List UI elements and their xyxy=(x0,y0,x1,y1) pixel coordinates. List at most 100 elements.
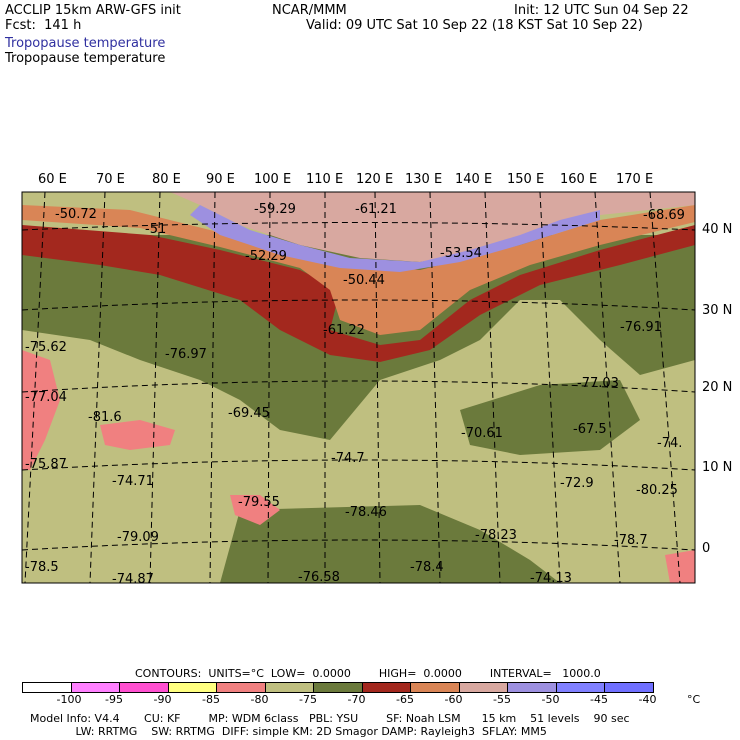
color-swatch xyxy=(70,682,120,693)
lat-label: 20 N xyxy=(702,380,733,395)
value-label: -79.09 xyxy=(117,530,159,545)
scale-tick-label: -50 xyxy=(541,693,560,706)
dark-red-band xyxy=(22,225,695,362)
lavender-band xyxy=(190,205,600,272)
scale-tick-label: -75 xyxy=(299,693,317,706)
scale-tick-label: -90 xyxy=(153,693,172,706)
map-frame xyxy=(21,191,696,584)
value-label: -59.29 xyxy=(254,202,296,217)
value-label: -77.03 xyxy=(577,376,619,391)
scale-tick-label: -55 xyxy=(493,693,511,706)
model-info: Model Info: V4.4 CU: KF MP: WDM 6class P… xyxy=(30,712,630,725)
value-label: -78.5 xyxy=(25,560,59,575)
value-label: -74. xyxy=(657,436,683,451)
color-swatch xyxy=(555,682,605,693)
scale-tick-label: -40 xyxy=(638,693,657,706)
scale-tick-label: -85 xyxy=(202,693,220,706)
value-label: -78.23 xyxy=(475,528,517,543)
pink-brown-band xyxy=(170,192,695,262)
value-label: -50.44 xyxy=(343,273,385,288)
forecast-hour: Fcst: 141 h xyxy=(5,18,82,33)
scale-tick-label: -60 xyxy=(444,693,463,706)
color-swatch xyxy=(507,682,557,693)
salmon-se xyxy=(230,495,280,525)
value-label: -61.22 xyxy=(323,323,365,338)
scale-tick-label: -95 xyxy=(105,693,123,706)
model-title: ACCLIP 15km ARW-GFS init xyxy=(5,3,181,18)
value-label: -68.69 xyxy=(643,208,685,223)
orange-band xyxy=(22,205,695,335)
value-label: -69.45 xyxy=(228,406,270,421)
value-label: -67.5 xyxy=(573,422,607,437)
lat-label: 10 N xyxy=(702,460,733,475)
lon-label: 160 E xyxy=(560,172,598,187)
color-swatch xyxy=(22,682,72,693)
lon-label: 80 E xyxy=(152,172,181,187)
color-swatch xyxy=(216,682,266,693)
lon-label: 140 E xyxy=(455,172,493,187)
lon-label: 90 E xyxy=(206,172,235,187)
olive-south xyxy=(220,505,560,583)
value-label: -76.91 xyxy=(620,320,662,335)
value-label: -78.7 xyxy=(614,533,648,548)
value-label: -75.62 xyxy=(25,340,67,355)
lat-label: 0 xyxy=(702,541,711,556)
value-label: -75.87 xyxy=(25,457,67,472)
lon-label: 150 E xyxy=(507,172,545,187)
value-label: -61.21 xyxy=(355,202,397,217)
value-label: -74.87 xyxy=(112,572,154,587)
color-swatch xyxy=(119,682,169,693)
salmon-sw xyxy=(665,550,695,583)
valid-time: Valid: 09 UTC Sat 10 Sep 22 (18 KST Sat … xyxy=(306,18,643,33)
scale-tick-label: -70 xyxy=(347,693,366,706)
lat-label: 40 N xyxy=(702,222,733,237)
color-swatch xyxy=(264,682,314,693)
lon-label: 170 E xyxy=(616,172,654,187)
value-label: -50.72 xyxy=(55,207,97,222)
init-time: Init: 12 UTC Sun 04 Sep 22 xyxy=(514,3,689,18)
salmon-west xyxy=(22,350,60,470)
scale-tick-label: -45 xyxy=(590,693,608,706)
value-label: -77.04 xyxy=(25,390,67,405)
field-title-blue: Tropopause temperature xyxy=(5,36,166,51)
salmon-india xyxy=(100,420,175,450)
color-swatch xyxy=(361,682,411,693)
lon-label: 130 E xyxy=(405,172,443,187)
value-label: -53.54 xyxy=(440,246,482,261)
physics-info: LW: RRTMG SW: RRTMG DIFF: simple KM: 2D … xyxy=(30,725,547,738)
color-swatch xyxy=(410,682,460,693)
value-label: -76.58 xyxy=(298,570,340,585)
contours-info: CONTOURS: UNITS=°C LOW= 0.0000 HIGH= 0.0… xyxy=(135,667,601,680)
value-label: -52.29 xyxy=(245,249,287,264)
color-swatch xyxy=(167,682,217,693)
value-label: -81.6 xyxy=(88,410,122,425)
grid-lines xyxy=(21,191,696,584)
scale-tick-label: -80 xyxy=(250,693,269,706)
lon-label: 110 E xyxy=(306,172,344,187)
value-label: -51 xyxy=(145,222,167,237)
olive-pacific xyxy=(460,380,640,455)
lon-label: 60 E xyxy=(38,172,67,187)
scale-tick-label: -65 xyxy=(396,693,414,706)
value-label: -70.61 xyxy=(461,426,503,441)
value-label: -76.97 xyxy=(165,347,207,362)
value-label: -79.55 xyxy=(238,495,280,510)
value-label: -74.13 xyxy=(530,571,572,586)
value-label: -80.25 xyxy=(636,483,678,498)
value-label: -74.7 xyxy=(331,451,365,466)
value-label: -78.4 xyxy=(410,560,444,575)
lon-label: 70 E xyxy=(96,172,125,187)
value-label: -72.9 xyxy=(560,476,594,491)
center-label: NCAR/MMM xyxy=(272,3,347,18)
lon-label: 100 E xyxy=(254,172,292,187)
color-swatch xyxy=(313,682,363,693)
value-label: -74.71 xyxy=(112,474,154,489)
scale-tick-label: -100 xyxy=(56,693,82,706)
lon-label: 120 E xyxy=(356,172,394,187)
color-swatch xyxy=(458,682,508,693)
scale-tick-label: °C xyxy=(687,693,701,706)
lat-label: 30 N xyxy=(702,303,733,318)
color-swatch xyxy=(604,682,654,693)
value-label: -78.46 xyxy=(345,505,387,520)
